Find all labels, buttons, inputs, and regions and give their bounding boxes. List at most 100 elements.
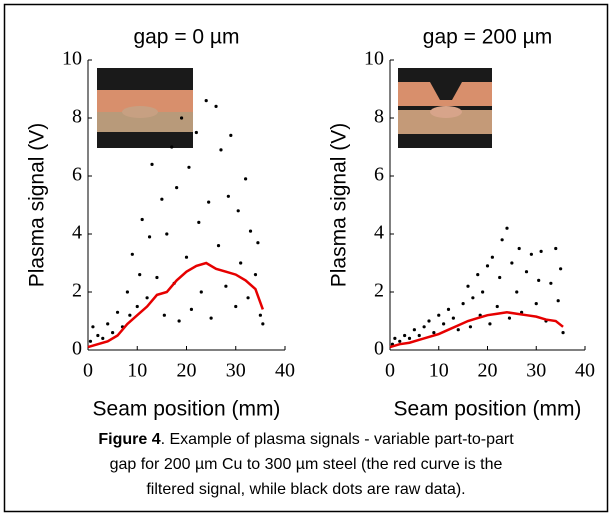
y-tick-label: 6 — [374, 164, 384, 186]
raw-point — [248, 229, 253, 233]
x-tick-label: 40 — [275, 360, 295, 382]
raw-point — [91, 325, 95, 329]
chart: gap = 0 µm Seam position (mm) Plasma signa… — [26, 26, 295, 421]
raw-point — [216, 244, 221, 248]
inset-photo — [398, 68, 492, 148]
raw-point — [442, 322, 446, 326]
raw-point — [150, 162, 154, 166]
raw-point — [561, 331, 565, 335]
raw-point — [165, 232, 169, 236]
raw-point — [184, 255, 189, 259]
x-axis-label: Seam position (mm) — [394, 398, 582, 421]
raw-point — [125, 290, 129, 294]
x-tick-label: 20 — [478, 360, 498, 382]
y-tick-label: 6 — [72, 164, 82, 186]
raw-point — [556, 299, 560, 303]
raw-point — [234, 304, 238, 309]
raw-point — [199, 290, 203, 294]
raw-point — [432, 331, 436, 335]
raw-point — [495, 304, 499, 309]
y-axis-label: Plasma signal (V) — [328, 123, 351, 288]
raw-point — [96, 333, 100, 338]
chart-title: gap = 0 µm — [133, 26, 239, 49]
raw-point — [490, 255, 494, 259]
raw-point — [219, 148, 223, 152]
raw-point — [175, 186, 179, 190]
caption-line: filtered signal, while black dots are ra… — [146, 481, 465, 498]
raw-point — [187, 165, 191, 169]
x-tick-label: 10 — [127, 360, 147, 382]
raw-point — [244, 177, 248, 181]
raw-point — [236, 209, 240, 213]
raw-point — [456, 328, 460, 332]
raw-point — [179, 116, 184, 120]
x-tick-label: 20 — [177, 360, 197, 382]
raw-point — [140, 217, 144, 222]
raw-point — [468, 325, 473, 329]
raw-point — [422, 325, 426, 329]
raw-point — [451, 316, 455, 320]
caption-line: gap for 200 µm Cu to 300 µm steel (the r… — [110, 456, 503, 473]
raw-point — [466, 284, 470, 288]
raw-point — [534, 302, 538, 306]
raw-point — [481, 290, 485, 294]
raw-point — [517, 246, 521, 251]
raw-point — [559, 267, 563, 271]
raw-point — [88, 339, 93, 343]
raw-point — [529, 252, 533, 256]
filtered-curve — [389, 311, 564, 349]
raw-point — [209, 316, 213, 320]
raw-point — [207, 200, 211, 204]
raw-point — [145, 296, 149, 300]
raw-point — [197, 220, 201, 224]
filtered-curve — [87, 261, 265, 349]
y-tick-label: 8 — [374, 106, 384, 128]
raw-point — [226, 194, 230, 198]
raw-point — [155, 275, 159, 280]
raw-point — [189, 307, 194, 311]
raw-point — [485, 264, 490, 268]
y-tick-label: 0 — [374, 338, 384, 360]
raw-point — [398, 339, 402, 343]
y-axis-label: Plasma signal (V) — [26, 123, 49, 288]
raw-point — [256, 241, 260, 245]
x-tick-label: 0 — [83, 360, 93, 382]
raw-point — [170, 145, 174, 149]
y-tick-label: 0 — [72, 338, 82, 360]
x-tick-label: 30 — [526, 360, 546, 382]
x-axis-label: Seam position (mm) — [93, 398, 281, 421]
x-tick-label: 40 — [575, 360, 595, 382]
chart: gap = 200 µm Seam position (mm) Plasma sig… — [328, 26, 595, 421]
raw-point — [204, 99, 208, 103]
raw-point — [239, 261, 243, 265]
raw-point — [403, 333, 407, 338]
raw-point — [111, 331, 115, 335]
caption-line: Figure 4. Example of plasma signals - va… — [98, 431, 514, 448]
raw-point — [162, 313, 166, 317]
raw-point — [471, 296, 475, 300]
raw-point — [461, 302, 465, 306]
raw-point — [160, 197, 164, 201]
raw-point — [101, 336, 105, 340]
raw-point — [393, 336, 397, 340]
x-tick-label: 0 — [385, 360, 395, 382]
raw-point — [510, 261, 514, 265]
y-tick-label: 4 — [374, 222, 384, 244]
y-tick-label: 2 — [72, 280, 82, 302]
raw-point — [407, 336, 412, 340]
raw-point — [549, 281, 553, 285]
y-tick-label: 8 — [72, 106, 82, 128]
raw-point — [427, 319, 431, 323]
caption-label: Figure 4 — [98, 431, 160, 448]
raw-point — [261, 322, 265, 326]
raw-point — [224, 284, 228, 288]
raw-point — [554, 246, 558, 251]
raw-point — [177, 319, 181, 323]
raw-point — [138, 273, 142, 277]
raw-point — [135, 304, 139, 309]
y-tick-label: 10 — [62, 48, 82, 70]
chart-title: gap = 200 µm — [423, 26, 552, 49]
raw-point — [507, 316, 512, 320]
raw-point — [500, 238, 504, 242]
